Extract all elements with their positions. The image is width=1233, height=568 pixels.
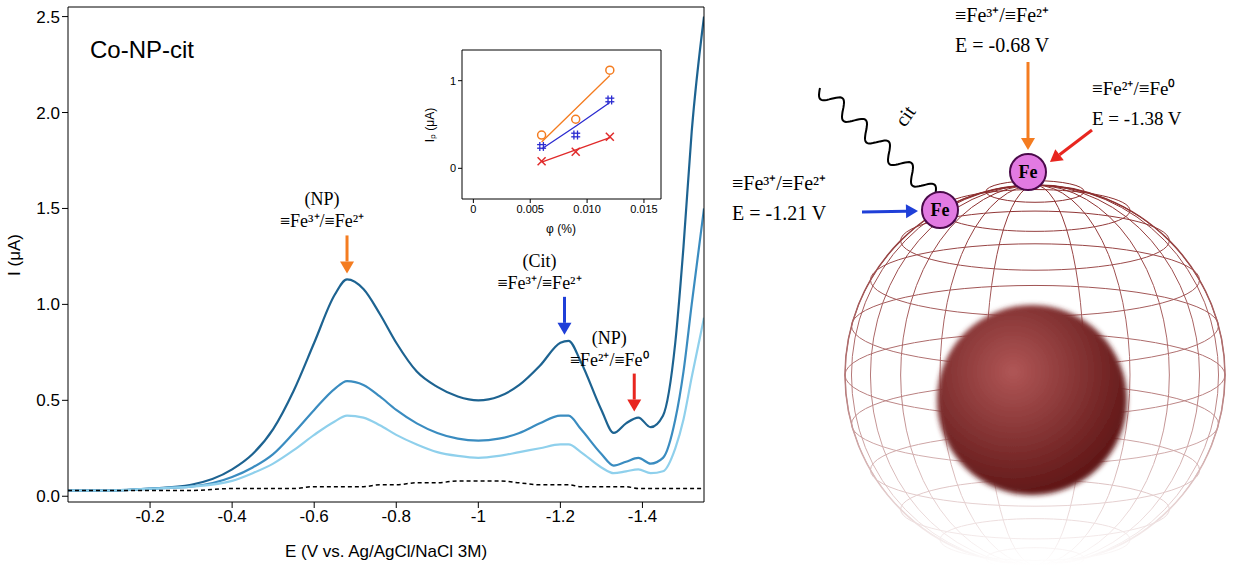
svg-text:0.005: 0.005	[516, 203, 544, 215]
svg-text:0: 0	[470, 203, 476, 215]
svg-text:2.0: 2.0	[36, 104, 60, 123]
svg-text:-1.4: -1.4	[628, 507, 657, 526]
svg-text:-0.2: -0.2	[135, 507, 164, 526]
svg-text:(Cit): (Cit)	[522, 251, 556, 272]
svg-text:Co-NP-cit: Co-NP-cit	[90, 36, 194, 63]
svg-text:1.0: 1.0	[36, 295, 60, 314]
svg-text:1.5: 1.5	[36, 199, 60, 218]
svg-text:≡Fe³⁺/≡Fe²⁺: ≡Fe³⁺/≡Fe²⁺	[497, 273, 581, 293]
svg-text:E = -0.68 V: E = -0.68 V	[955, 34, 1050, 56]
svg-text:0.5: 0.5	[36, 391, 60, 410]
svg-text:2.5: 2.5	[36, 8, 60, 27]
svg-text:-0.4: -0.4	[217, 507, 246, 526]
svg-text:cit: cit	[890, 101, 920, 130]
svg-text:E = -1.21 V: E = -1.21 V	[732, 202, 827, 224]
svg-text:E (V vs. Ag/AgCl/NaCl 3M): E (V vs. Ag/AgCl/NaCl 3M)	[285, 542, 487, 561]
svg-text:0.0: 0.0	[36, 487, 60, 506]
svg-text:Fe: Fe	[1019, 162, 1038, 182]
svg-text:-1: -1	[471, 507, 486, 526]
svg-text:≡Fe²⁺/≡Fe⁰: ≡Fe²⁺/≡Fe⁰	[570, 350, 649, 370]
svg-text:-1.2: -1.2	[546, 507, 575, 526]
svg-text:0.015: 0.015	[630, 203, 658, 215]
svg-text:≡Fe³⁺/≡Fe²⁺: ≡Fe³⁺/≡Fe²⁺	[732, 172, 826, 194]
svg-text:φ (%): φ (%)	[546, 222, 576, 236]
svg-text:≡Fe³⁺/≡Fe²⁺: ≡Fe³⁺/≡Fe²⁺	[955, 4, 1049, 26]
svg-text:-0.8: -0.8	[382, 507, 411, 526]
svg-text:0.010: 0.010	[573, 203, 601, 215]
svg-text:0: 0	[450, 162, 456, 174]
svg-text:≡Fe³⁺/≡Fe²⁺: ≡Fe³⁺/≡Fe²⁺	[280, 211, 364, 231]
svg-text:-0.6: -0.6	[300, 507, 329, 526]
svg-text:(NP): (NP)	[305, 189, 340, 210]
svg-text:I (μA): I (μA)	[5, 234, 24, 276]
svg-text:≡Fe²⁺/≡Fe⁰: ≡Fe²⁺/≡Fe⁰	[1092, 78, 1175, 99]
svg-text:Iₚ (μA): Iₚ (μA)	[423, 108, 437, 143]
svg-text:(NP): (NP)	[592, 328, 627, 349]
svg-text:Fe: Fe	[931, 200, 950, 220]
svg-text:E = -1.38 V: E = -1.38 V	[1092, 108, 1182, 129]
svg-text:1: 1	[450, 75, 456, 87]
